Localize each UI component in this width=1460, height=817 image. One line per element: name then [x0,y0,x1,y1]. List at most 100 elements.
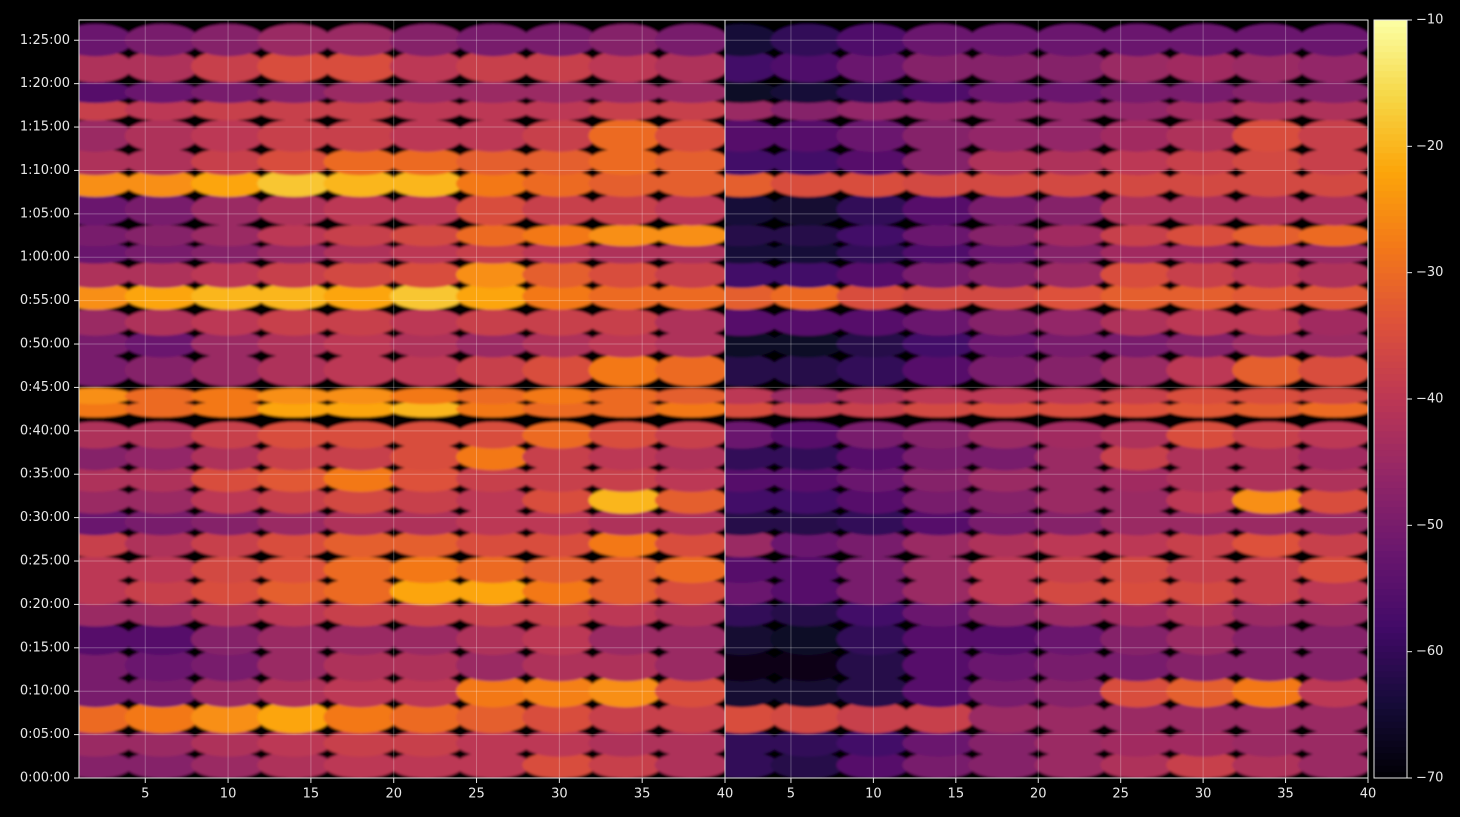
cell [836,465,911,493]
cell [79,622,133,656]
cell [1232,119,1307,152]
cell [1298,148,1368,176]
cell [389,81,464,104]
cell [522,577,597,605]
cell [522,622,597,656]
cell [770,701,845,734]
cell [1100,308,1175,336]
cell [257,729,332,757]
cell [1166,24,1241,57]
cell [323,508,398,536]
cell [1232,242,1307,264]
cell [1232,224,1307,247]
cell [968,282,1043,310]
colorbar-step [1374,493,1407,501]
cell [725,421,779,449]
cell [1034,330,1109,358]
cell [323,242,398,264]
cell [257,622,332,656]
cell [124,465,199,493]
cell [836,622,911,656]
cell [522,50,597,83]
cell [1100,50,1175,83]
cell [190,330,266,358]
cell [1034,282,1109,310]
cell [1298,443,1368,471]
cell [1298,751,1368,778]
x-tick-label: 25 [468,787,485,802]
cell [770,98,845,121]
cell [455,242,531,264]
cell [389,50,464,83]
cell [770,119,845,152]
cell [190,242,266,264]
cell [902,353,977,387]
cell [836,729,911,757]
cell [455,556,531,584]
y-tick-label: 1:00:00 [20,250,70,265]
cell [190,443,266,471]
colorbar-step [1374,500,1407,507]
cell [1100,119,1175,152]
cell [257,282,332,310]
cell [654,24,725,57]
cell [323,282,398,310]
colorbar-step [1374,247,1407,255]
cell [1100,421,1175,449]
colorbar-step [1374,632,1407,640]
colorbar-step [1374,386,1407,394]
cell [1166,577,1241,605]
x-tick-label: 15 [948,787,965,802]
cell [522,401,597,418]
cell [836,224,911,247]
cell [588,224,663,247]
cell [1166,421,1241,449]
colorbar-step [1374,759,1407,766]
cell [1166,170,1241,197]
cell [654,465,725,493]
cell [257,443,332,471]
cell [323,599,398,627]
cell [1298,24,1368,57]
colorbar-step [1374,171,1407,179]
cell [1100,556,1175,584]
cell [522,224,597,247]
cell [389,729,464,757]
cell [1100,751,1175,778]
cell [323,486,398,514]
cell [522,170,597,197]
cell [389,193,464,226]
cell [1232,170,1307,197]
cell [654,577,725,605]
cell [522,751,597,778]
cell [725,675,779,708]
colorbar-step [1374,392,1407,400]
cell [79,599,133,627]
cell [725,119,779,152]
cell [1034,421,1109,449]
cell [902,308,977,336]
colorbar-step [1374,127,1407,135]
cell [257,119,332,152]
colorbar-step [1374,177,1407,185]
cell [455,508,531,536]
cell [257,193,332,226]
cell [725,308,779,336]
cell [770,556,845,584]
cell [588,486,663,514]
colorbar-step [1374,399,1407,406]
cell [323,421,398,449]
colorbar-step [1374,468,1407,476]
cell [1034,508,1109,536]
cell [1232,599,1307,627]
colorbar-step [1374,481,1407,489]
cell [455,443,531,471]
cell [124,421,199,449]
cell [968,224,1043,247]
cell [323,50,398,83]
cell [257,261,332,289]
colorbar-step [1374,550,1407,558]
cell [770,261,845,289]
cell [323,224,398,247]
cell [902,556,977,584]
